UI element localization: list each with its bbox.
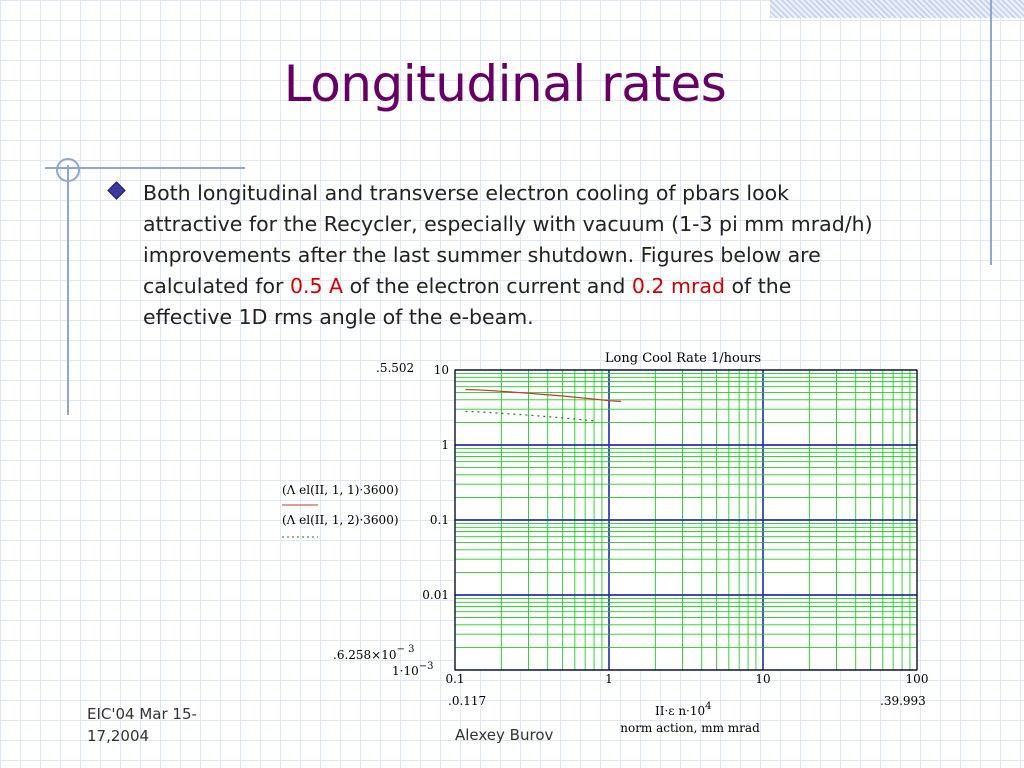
y-tick-label: 0.1 (430, 513, 449, 527)
bullet-text-segment: calculated for (143, 274, 290, 298)
legend-label-series-1: (Λ el(II, 1, 1)·3600) (282, 483, 399, 497)
x-tick-label: 100 (906, 672, 929, 686)
plot-frame (454, 369, 918, 671)
x-axis-label: norm action, mm mrad (620, 721, 760, 735)
footer-date: EIC'04 Mar 15- 17,2004 (87, 703, 237, 747)
bullet-line: attractive for the Recycler, especially … (143, 212, 873, 236)
y-tick-label-bottom: 1·10−3 (392, 661, 433, 678)
y-range-max: .5.502 (376, 361, 414, 375)
y-range-min: .6.258×10− 3 (333, 644, 414, 662)
bullet-text-segment: of the electron current and (343, 274, 632, 298)
x-variable-text: II·ε n·10 (655, 704, 705, 718)
decorative-circle (56, 158, 80, 182)
highlight-angle: 0.2 mrad (631, 274, 725, 298)
x-range-max: .39.993 (880, 694, 926, 708)
footer-date-line: EIC'04 Mar 15- (87, 705, 197, 723)
x-tick-label: 0.1 (445, 672, 464, 686)
bullet-text-segment: of the (724, 274, 792, 298)
series-layer (465, 388, 622, 422)
series-line-1 (465, 388, 622, 403)
x-range-min: .0.117 (448, 694, 486, 708)
y-range-min-exp: − 3 (397, 644, 415, 655)
footer-author: Alexey Burov (455, 726, 554, 744)
y-tick-label: 10 (434, 363, 449, 377)
bullet-line: effective 1D rms angle of the e-beam. (143, 305, 534, 329)
legend-label-series-2: (Λ el(II, 1, 2)·3600) (282, 513, 399, 527)
y-range-min-value: 6.258×10 (337, 648, 397, 662)
y-tick-bottom-base: 1·10 (392, 664, 419, 678)
decorative-line (67, 165, 69, 415)
bullet-line: improvements after the last summer shutd… (143, 243, 821, 267)
bullet-text: Both longitudinal and transverse electro… (143, 178, 963, 333)
x-tick-label: 10 (755, 672, 770, 686)
decorative-line (990, 0, 992, 265)
y-tick-labels: 10 1 0.1 0.01 (422, 363, 449, 602)
bullet-line: Both longitudinal and transverse electro… (143, 181, 790, 205)
chart-title: Long Cool Rate 1/hours (605, 351, 761, 366)
y-range-max-value: 5.502 (380, 361, 414, 375)
y-tick-bottom-exp: −3 (419, 661, 434, 672)
x-variable: II·ε n·104 (655, 701, 712, 718)
highlight-current: 0.5 A (289, 274, 344, 298)
x-variable-exp: 4 (705, 701, 711, 712)
series-line-2 (465, 410, 595, 422)
y-tick-label: 0.01 (422, 588, 449, 602)
slide-title: Longitudinal rates (283, 55, 727, 113)
decorative-top-strip (770, 0, 1024, 18)
x-tick-label: 1 (605, 672, 613, 686)
x-range-max-value: 39.993 (884, 694, 926, 708)
footer-date-line: 17,2004 (87, 727, 150, 745)
x-tick-labels: 0.1 1 10 100 (445, 672, 928, 686)
bullet-line: calculated for 0.5 A of the electron cur… (143, 271, 963, 302)
decorative-line (45, 167, 245, 169)
y-tick-label: 1 (441, 438, 449, 452)
x-range-min-value: 0.117 (452, 694, 486, 708)
